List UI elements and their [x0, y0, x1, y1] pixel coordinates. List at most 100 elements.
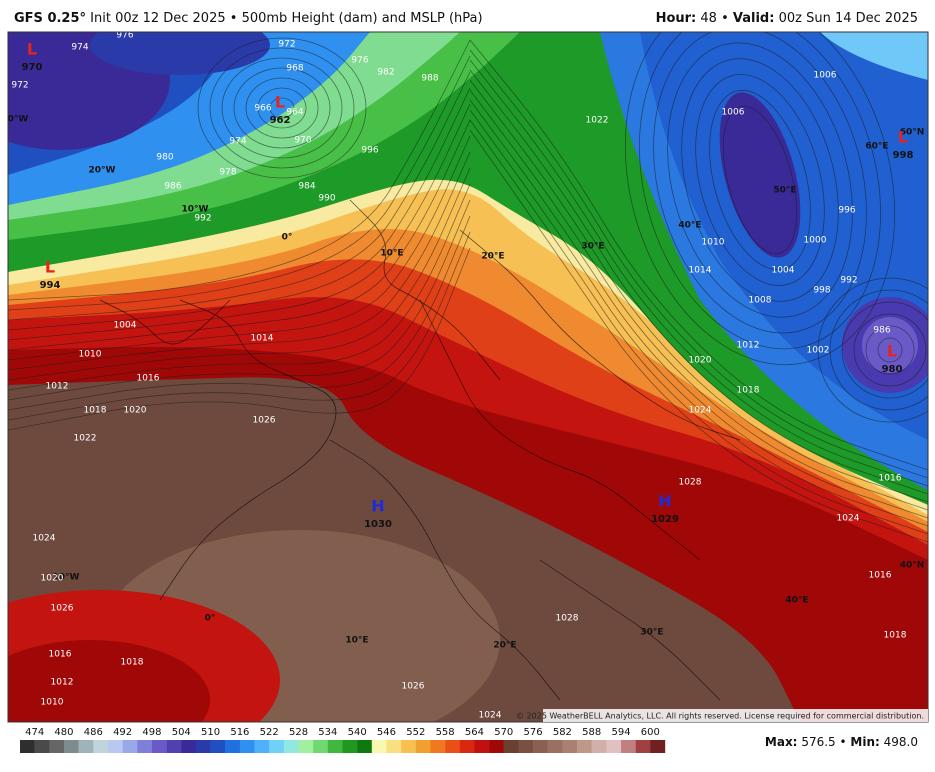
colorbar-swatch — [621, 740, 636, 753]
contour-label: 1016 — [869, 571, 892, 581]
colorbar-label: 492 — [113, 727, 132, 738]
isobar — [245, 77, 319, 139]
contour-label: 1022 — [74, 434, 97, 444]
isobar — [469, 89, 928, 511]
center-symbol: L — [275, 93, 285, 112]
isobar — [681, 58, 839, 302]
graticule-label: 60°N — [900, 128, 925, 138]
isobar — [257, 87, 307, 129]
colorbar-swatch — [20, 740, 35, 753]
contour-label: 988 — [421, 74, 438, 84]
colorbar-label: 540 — [348, 727, 367, 738]
contour-label: 1016 — [49, 650, 72, 660]
stats: Max: 576.5 • Min: 498.0 — [765, 735, 918, 749]
contour-label: 1012 — [46, 382, 69, 392]
colorbar-swatch — [166, 740, 182, 753]
contour-label: 1010 — [702, 238, 725, 248]
isobar — [469, 119, 928, 535]
height-band — [820, 32, 928, 80]
colorbar-swatch — [342, 740, 358, 753]
colorbar-label: 558 — [436, 727, 455, 738]
border — [459, 229, 741, 441]
contour-label: 980 — [156, 153, 173, 163]
contour-label: 976 — [351, 56, 368, 66]
isobar — [209, 47, 355, 169]
contour-label: 970 — [294, 136, 311, 146]
contour-label: 1010 — [79, 350, 102, 360]
isobar — [8, 55, 471, 311]
colorbar-label: 474 — [25, 727, 44, 738]
colorbar-swatch — [503, 740, 519, 753]
isobar — [817, 277, 928, 423]
border — [539, 559, 721, 701]
contour-label: 1006 — [814, 71, 837, 81]
contour-label: 998 — [813, 286, 830, 296]
isobar — [8, 39, 471, 301]
contour-label: 986 — [164, 182, 181, 192]
contour-label: 982 — [377, 68, 394, 78]
graticule-label: 10°E — [380, 249, 403, 259]
colorbar-swatch — [78, 740, 94, 753]
graticule-label: 10°W — [53, 573, 80, 583]
colorbar-label: 570 — [494, 727, 513, 738]
isobar — [469, 59, 928, 487]
graticule-label: 30°E — [640, 628, 663, 638]
isobar — [639, 32, 881, 350]
field: 500mb Height (dam) and MSLP (hPa) — [242, 11, 483, 26]
copyright-bg — [543, 709, 928, 722]
colorbar-swatch — [445, 740, 460, 753]
height-band — [862, 317, 918, 373]
center-value: 962 — [270, 115, 291, 126]
colorbar-swatch — [195, 740, 211, 753]
init: Init 00z 12 Dec 2025 — [90, 11, 225, 26]
contour-label: 1024 — [689, 406, 712, 416]
contour-label: 996 — [361, 146, 378, 156]
center-symbol: H — [371, 497, 384, 516]
max: 576.5 — [801, 735, 835, 749]
min-label: Min: — [850, 735, 879, 749]
colorbar-label: 588 — [582, 727, 601, 738]
colorbar-swatch — [401, 740, 416, 753]
colorbar-swatch — [547, 740, 563, 753]
colorbar-label: 600 — [641, 727, 660, 738]
colorbar-swatch — [459, 740, 475, 753]
colorbar-label: 564 — [465, 727, 484, 738]
isobar — [877, 337, 903, 363]
isobar — [709, 89, 811, 271]
isobar — [8, 71, 471, 321]
isobar — [8, 135, 471, 361]
center-value: 1029 — [651, 514, 679, 525]
colorbar-swatch — [298, 740, 314, 753]
center-symbol: L — [45, 258, 55, 277]
graticule-label: 40°E — [678, 221, 701, 231]
colorbar-label: 576 — [524, 727, 543, 738]
contour-label: 966 — [254, 104, 271, 114]
border — [349, 199, 501, 381]
contour-label: 996 — [838, 206, 855, 216]
center-symbol: L — [27, 40, 37, 59]
isobar — [8, 231, 471, 421]
contour-label: 1024 — [479, 711, 502, 721]
graticule-label: 50°E — [773, 186, 796, 196]
colorbar-swatch — [122, 740, 138, 753]
border — [419, 299, 701, 561]
isobar — [8, 199, 471, 401]
contour-label: 1002 — [807, 346, 830, 356]
contour-label: 1026 — [402, 682, 425, 692]
contour-label: 1018 — [84, 406, 107, 416]
contour-label: 1012 — [51, 678, 74, 688]
colorbar-swatch — [591, 740, 607, 753]
colorbar-swatch — [518, 740, 534, 753]
isobar — [469, 39, 928, 471]
colorbar: 474 480 486 492 498 504 510 516 522 528 534 540 546 5… — [20, 727, 666, 753]
colorbar-swatch — [371, 740, 387, 753]
colorbar-label: 522 — [260, 727, 279, 738]
separator: • — [230, 11, 238, 26]
contour-label: 1024 — [33, 534, 56, 544]
colorbar-label: 594 — [611, 727, 630, 738]
graticule-label: 10°W — [182, 205, 209, 215]
max-label: Max: — [765, 735, 798, 749]
hour: 48 — [700, 11, 717, 26]
colorbar-label: 528 — [289, 727, 308, 738]
